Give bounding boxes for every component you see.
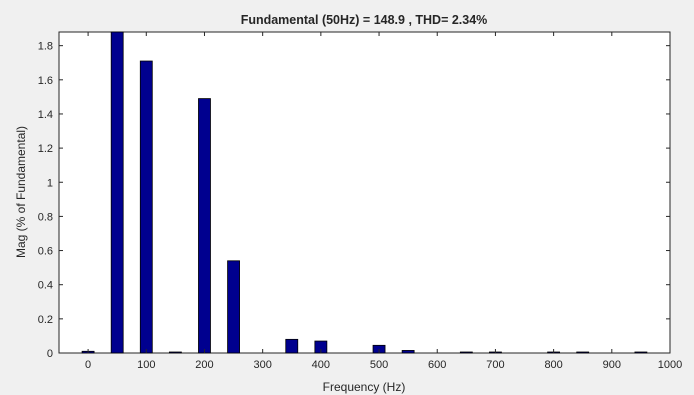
x-tick-label: 900 [603, 359, 621, 371]
y-tick-label: 0.2 [38, 314, 53, 326]
x-tick-label: 300 [253, 359, 271, 371]
x-axis-ticks: 0 100 200 300 400 500 600 700 800 900 1000 [85, 32, 682, 371]
bar-950hz [634, 351, 648, 354]
bars-group [81, 31, 648, 354]
plot-area [58, 31, 671, 354]
bar-50hz [110, 31, 124, 354]
y-axis-label: Mag (% of Fundamental) [14, 126, 28, 258]
y-tick-label: 0 [47, 348, 53, 360]
x-tick-label: 800 [544, 359, 562, 371]
x-tick-label: 0 [85, 359, 91, 371]
bar-150hz [168, 351, 182, 354]
x-tick-label: 400 [312, 359, 330, 371]
y-tick-label: 0.4 [38, 280, 53, 292]
x-tick-label: 700 [486, 359, 504, 371]
bar-100hz [139, 60, 153, 354]
bar-650hz [459, 351, 473, 354]
bar-850hz [576, 351, 590, 354]
x-tick-label: 600 [428, 359, 446, 371]
x-tick-label: 100 [137, 359, 155, 371]
chart-title: Fundamental (50Hz) = 148.9 , THD= 2.34% [241, 13, 488, 27]
y-tick-label: 1.4 [38, 109, 53, 121]
bar-250hz [227, 260, 240, 354]
y-tick-label: 0.6 [38, 246, 53, 258]
bar-350hz [285, 338, 299, 354]
y-tick-label: 1.6 [38, 75, 53, 87]
bar-200hz [198, 98, 211, 354]
x-tick-label: 200 [195, 359, 213, 371]
x-axis-label: Frequency (Hz) [323, 380, 406, 394]
x-tick-label: 1000 [658, 359, 682, 371]
y-axis-ticks: 0 0.2 0.4 0.6 0.8 1 1.2 1.4 1.6 1.8 [38, 41, 670, 360]
x-tick-label: 500 [370, 359, 388, 371]
y-tick-label: 1 [47, 177, 53, 189]
y-tick-label: 1.8 [38, 41, 53, 53]
bar-550hz [401, 350, 415, 354]
y-tick-label: 0.8 [38, 211, 53, 223]
y-tick-label: 1.2 [38, 143, 53, 155]
